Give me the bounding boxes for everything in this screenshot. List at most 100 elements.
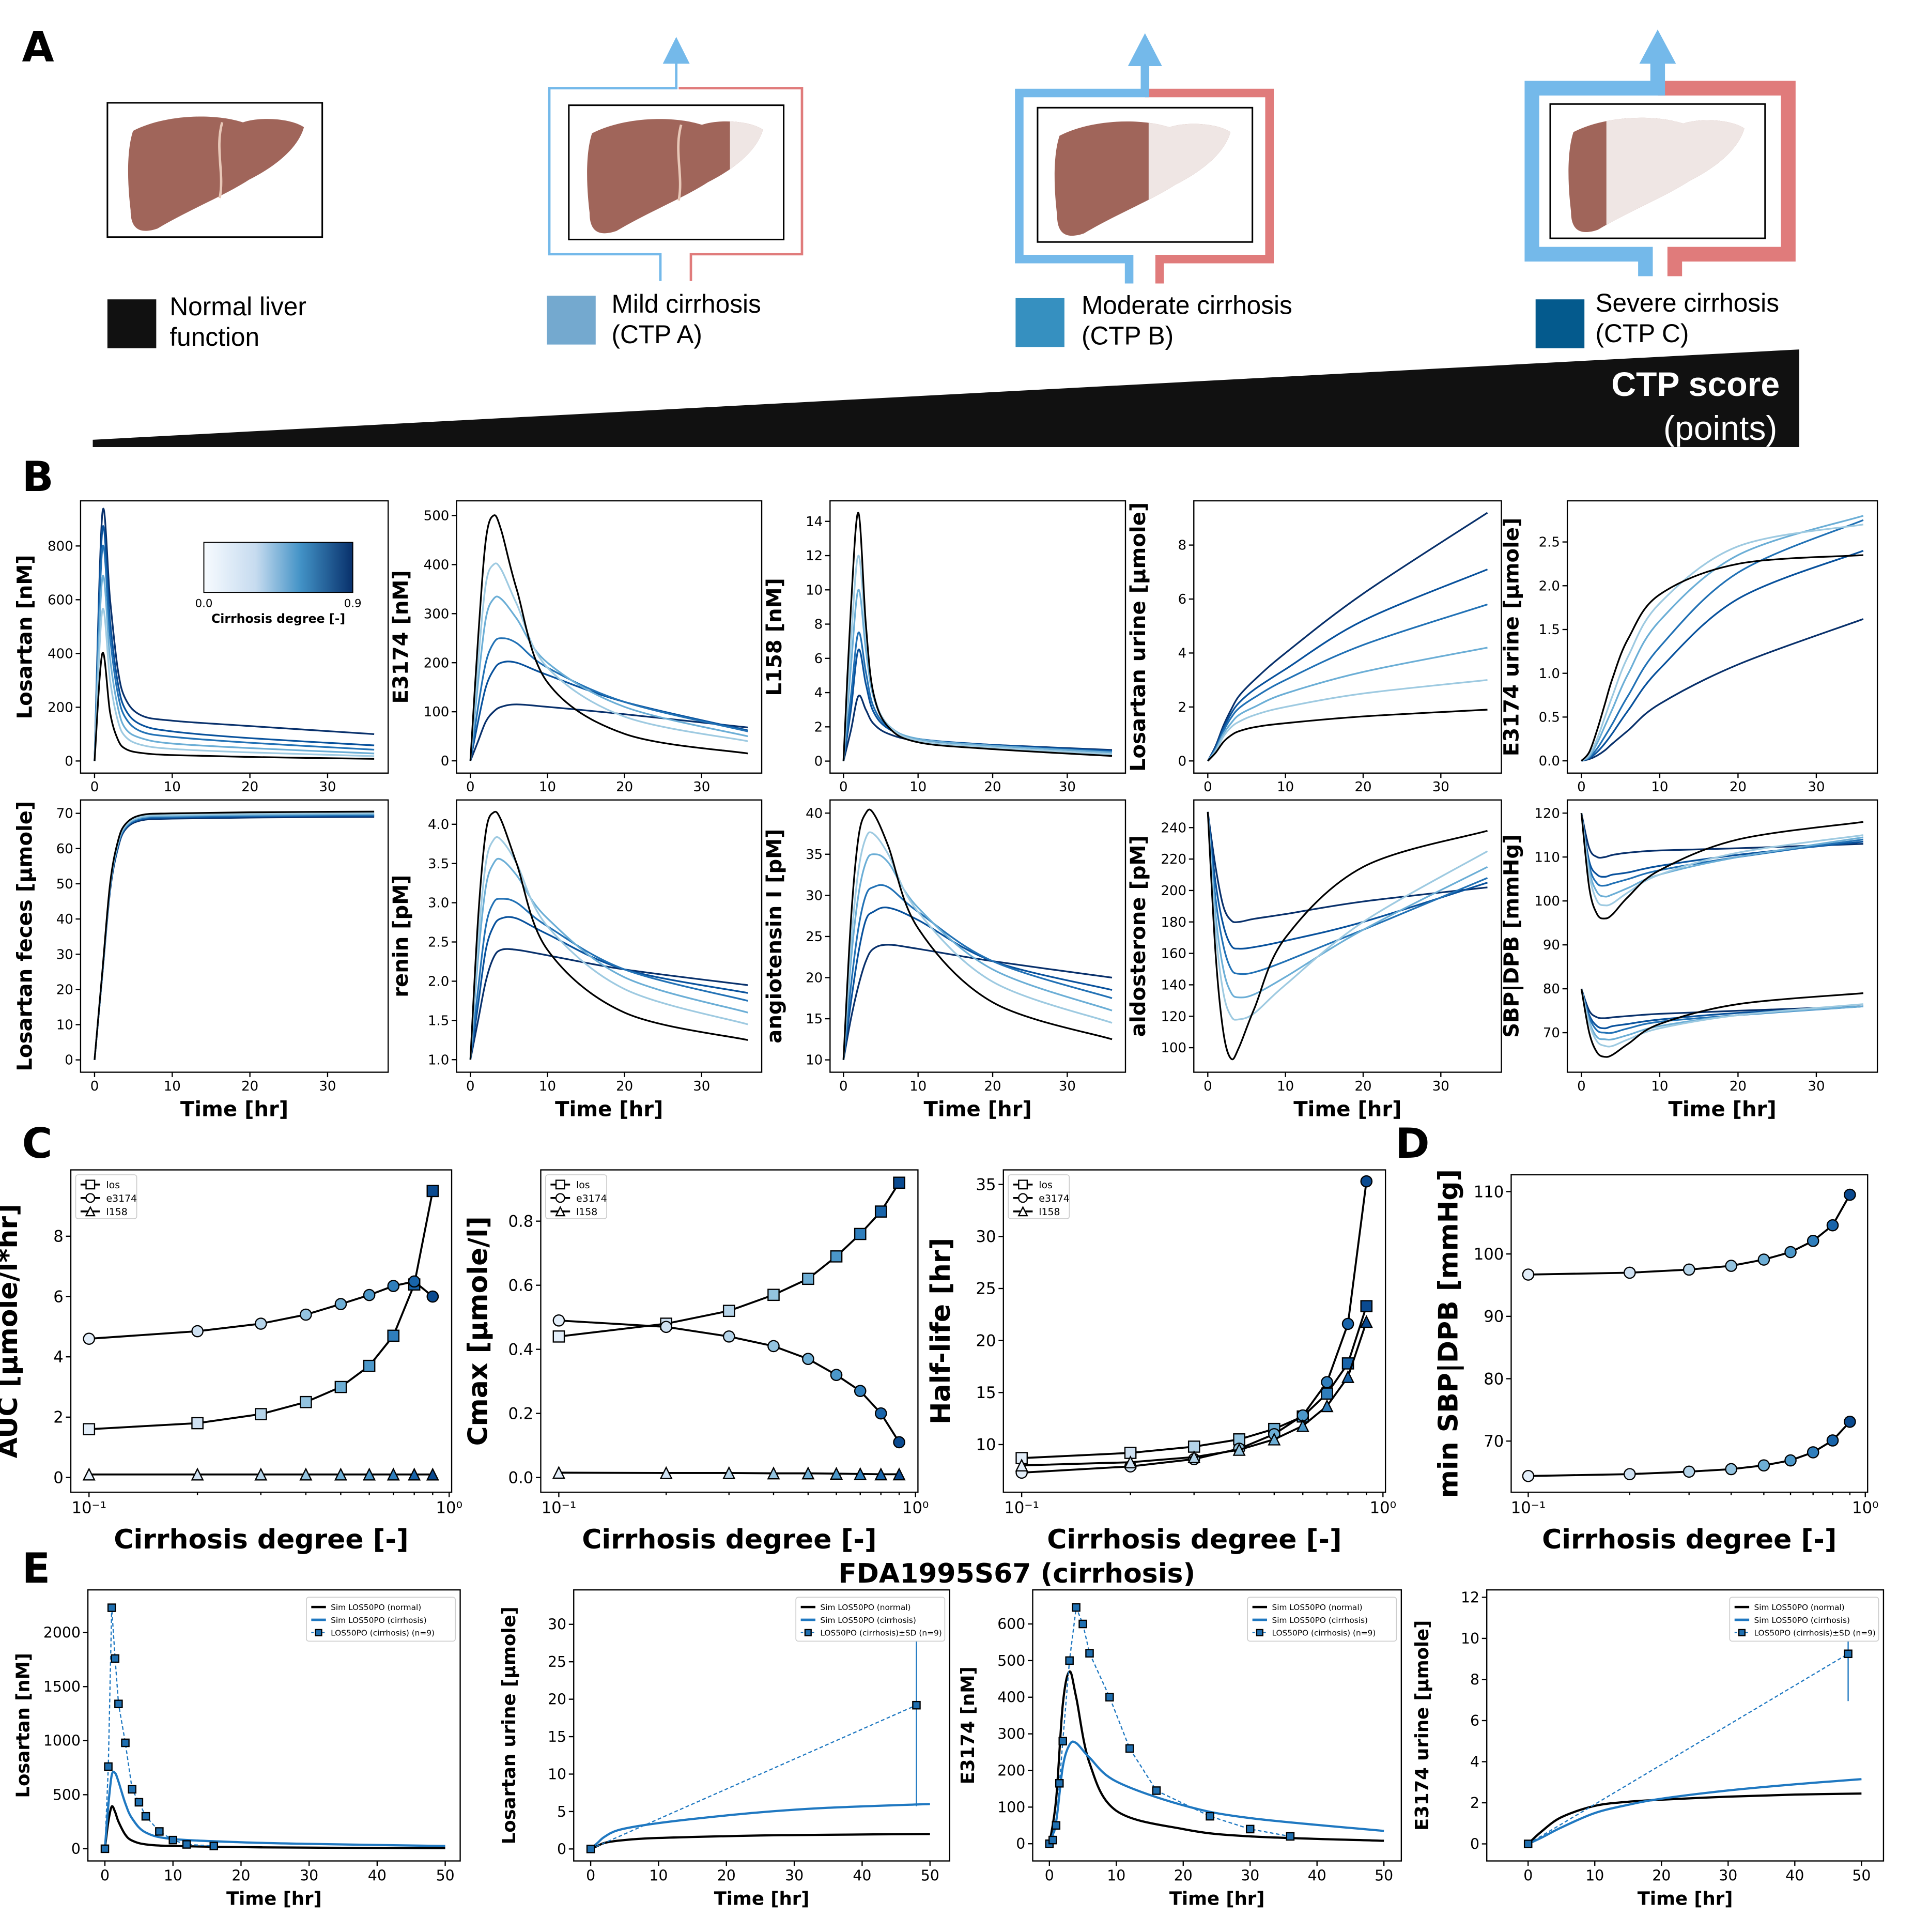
arterial-line xyxy=(678,87,804,281)
series-line-degree-0.3 xyxy=(94,608,375,761)
x-tick-label: 20 xyxy=(1354,779,1371,795)
y-tick-label: 4 xyxy=(1178,646,1187,662)
circle-marker xyxy=(426,1290,439,1303)
sim-line xyxy=(103,1770,445,1849)
y-tick-label: 0 xyxy=(1178,754,1187,769)
circle-marker xyxy=(1683,1465,1695,1478)
series-line-degree-0.8 xyxy=(1207,569,1488,762)
panel-label-e: E xyxy=(22,1544,51,1592)
data-point xyxy=(1078,1619,1087,1629)
y-tick-label: 6 xyxy=(53,1288,64,1306)
circle-marker xyxy=(552,1314,565,1327)
chart-losartan-urine: 0 2 4 6 8 0 10 20 30 Losartan urine [µmole] xyxy=(1126,500,1502,795)
x-tick-label: 30 xyxy=(1432,1079,1449,1094)
legend-label: los xyxy=(1039,1179,1053,1191)
x-tick-label: 20 xyxy=(1652,1867,1671,1884)
y-tick-label: 500 xyxy=(424,509,450,524)
y-tick-label: 14 xyxy=(806,514,823,530)
y-tick-label: 40 xyxy=(806,806,823,821)
chart-min-sbp-dbp: 70 80 90 100 110 10⁻¹ 10⁰ min SBP|DPB [mmHg] Cir… xyxy=(1433,1169,1879,1555)
triangle-marker xyxy=(552,1466,565,1479)
legend-label-severe: Severe cirrhosis (CTP C) xyxy=(1595,288,1779,348)
triangle-marker xyxy=(254,1467,268,1481)
y-tick-label: 4 xyxy=(1470,1753,1479,1770)
data-point xyxy=(209,1842,219,1850)
series-line-degree-0.7 xyxy=(469,898,748,1060)
series-line-degree-0.5 xyxy=(1580,813,1864,898)
square-marker xyxy=(387,1329,400,1342)
circle-marker xyxy=(1522,1268,1535,1281)
y-tick-label: 0.2 xyxy=(508,1405,533,1423)
square-marker xyxy=(363,1359,376,1372)
plot-area xyxy=(1002,1169,1386,1493)
series-line-degree-0.8 xyxy=(1580,812,1864,878)
square-marker xyxy=(802,1272,814,1285)
legend-label: Sim LOS50PO (normal) xyxy=(1754,1603,1845,1612)
x-tick-label: 20 xyxy=(1174,1867,1193,1884)
triangle-marker xyxy=(1187,1450,1201,1463)
y-tick-label: 8 xyxy=(814,617,823,633)
chart-half-life: 10 15 20 25 30 35 10⁻¹ 10⁰ Half-life [hr] Cirrhos… xyxy=(925,1169,1396,1555)
x-tick-label: 20 xyxy=(241,779,258,795)
y-axis-label: Losartan urine [µmole] xyxy=(499,1606,520,1844)
ctp-points-label: (points) xyxy=(1663,409,1777,448)
y-tick-label: 100 xyxy=(424,704,450,720)
plot-area xyxy=(80,799,389,1073)
panel-label-d: D xyxy=(1395,1119,1430,1168)
legend-marker xyxy=(1256,1629,1263,1636)
legend-marker xyxy=(804,1629,812,1636)
legend-marker xyxy=(315,1629,322,1636)
series-line-degree-0.5 xyxy=(842,853,1113,1060)
y-tick-label: 0.0 xyxy=(1539,754,1560,769)
circle-marker xyxy=(767,1340,780,1353)
square-marker xyxy=(722,1305,735,1317)
y-tick-label: 70 xyxy=(1543,1025,1560,1041)
x-tick-label: 30 xyxy=(1059,779,1076,795)
portal-bypass-line xyxy=(548,51,678,281)
series-line-degree-0.7 xyxy=(469,637,748,761)
data-point xyxy=(1523,1839,1533,1848)
series-line-degree-0.0 xyxy=(1580,988,1863,1058)
plot-marks xyxy=(82,1185,439,1481)
plot-marks xyxy=(1015,1175,1373,1479)
y-tick-label: 100 xyxy=(1161,1040,1187,1056)
square-marker xyxy=(830,1250,843,1263)
chart-losartan-feces: 0 10 20 30 40 50 60 70 0 10 20 30 Losartan feces [µm… xyxy=(13,799,389,1122)
plot-marks xyxy=(100,1603,445,1853)
y-tick-label: 1.5 xyxy=(1539,622,1560,638)
circle-marker xyxy=(874,1407,887,1420)
x-tick-label: 0 xyxy=(90,779,99,795)
y-tick-label: 90 xyxy=(1484,1308,1504,1326)
series-line-degree-0.9 xyxy=(469,703,748,761)
y-tick-label: 6 xyxy=(814,651,823,667)
legend-marker xyxy=(1018,1193,1028,1203)
y-tick-label: 160 xyxy=(1161,946,1187,962)
liver-normal xyxy=(106,102,323,238)
legend-swatch-moderate xyxy=(1015,298,1064,347)
x-axis-label: Time [hr] xyxy=(1169,1889,1265,1910)
y-tick-label: 3.5 xyxy=(428,856,449,872)
x-tick-label: 30 xyxy=(1808,779,1825,795)
y-tick-label: 600 xyxy=(48,592,73,608)
series-line-degree-0.8 xyxy=(1207,811,1488,950)
y-tick-label: 80 xyxy=(1543,982,1560,997)
x-tick-label: 50 xyxy=(1852,1867,1871,1884)
x-tick-label: 10 xyxy=(649,1867,668,1884)
legend-marker xyxy=(555,1193,565,1203)
x-tick-label: 0 xyxy=(1577,779,1586,795)
y-tick-label: 1.5 xyxy=(428,1013,449,1029)
series-line-degree-0.3 xyxy=(469,836,748,1060)
panel-label-b: B xyxy=(22,452,54,501)
legend-label: l158 xyxy=(576,1206,597,1218)
legend-label: los xyxy=(576,1179,590,1191)
series-line-degree-0.3 xyxy=(1581,524,1864,762)
data-point xyxy=(1072,1603,1081,1612)
colorbar: 0.0 0.9 Cirrhosis degree [-] xyxy=(195,542,362,626)
circle-marker xyxy=(387,1280,400,1292)
series-line-degree-0.7 xyxy=(1581,519,1864,762)
triangle-marker xyxy=(1360,1315,1373,1328)
legend: los e3174 l158 xyxy=(75,1174,137,1219)
y-tick-label: 15 xyxy=(806,1011,823,1027)
y-axis-label: Losartan [nM] xyxy=(13,555,37,719)
triangle-marker xyxy=(1320,1399,1334,1413)
